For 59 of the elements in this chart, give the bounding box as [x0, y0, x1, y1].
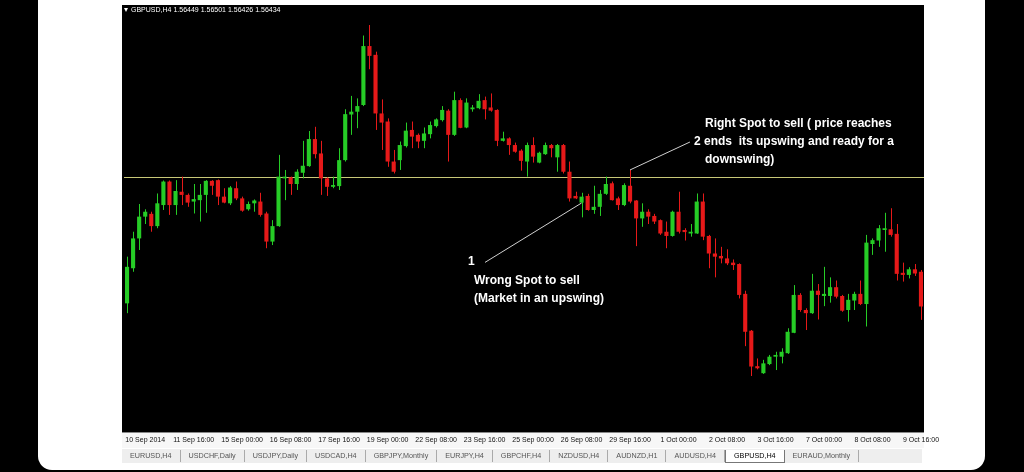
- candlestick: [300, 140, 305, 179]
- candlestick: [803, 307, 808, 331]
- candlestick: [173, 179, 178, 216]
- candlestick: [161, 179, 166, 211]
- candlestick: [403, 122, 408, 148]
- candlestick: [409, 121, 414, 149]
- candlestick: [634, 199, 639, 247]
- candlestick: [785, 327, 790, 355]
- candlestick: [203, 179, 208, 214]
- candlestick: [324, 176, 330, 197]
- candlestick: [270, 219, 275, 246]
- candlestick: [664, 221, 669, 249]
- candlestick: [149, 211, 154, 233]
- candlestick: [712, 237, 717, 278]
- candlestick: [191, 183, 196, 214]
- candlestick: [706, 234, 711, 269]
- candlestick: [518, 148, 524, 172]
- candlestick: [815, 283, 820, 320]
- candlestick: [391, 149, 396, 174]
- candlestick: [179, 176, 184, 206]
- candlestick: [621, 182, 627, 207]
- candlestick: [773, 351, 778, 371]
- candlestick: [531, 136, 536, 164]
- annotation: 1 Wrong Spot to sell (Market in an upswing): [468, 254, 605, 305]
- candlestick: [258, 192, 263, 218]
- candlestick: [294, 168, 299, 191]
- candlestick: [797, 292, 802, 313]
- candlestick: [397, 141, 402, 171]
- candlestick: [676, 191, 681, 234]
- candlestick: [234, 181, 239, 201]
- candlestick: [155, 192, 160, 229]
- candlestick: [355, 97, 360, 129]
- candlestick: [228, 185, 233, 206]
- candlestick: [421, 126, 427, 149]
- candlestick: [379, 98, 384, 151]
- annotation: Right Spot to sell ( price reaches 2 ends its upswing and ready for a downswing): [694, 116, 895, 166]
- candlestick: [846, 293, 851, 323]
- candlestick: [312, 126, 317, 159]
- candlestick: [137, 203, 142, 251]
- candlestick: [167, 179, 172, 216]
- candlestick: [603, 176, 608, 196]
- candlestick: [591, 185, 596, 215]
- candlestick: [888, 207, 893, 238]
- candlestick: [852, 291, 857, 311]
- candlestick: [215, 178, 220, 206]
- candlestick: [882, 212, 887, 253]
- candlestick: [524, 142, 530, 178]
- candlestick: [482, 96, 487, 120]
- candlestick: [555, 143, 560, 173]
- candlestick: [609, 181, 614, 201]
- candlestick: [349, 95, 354, 136]
- candlestick: [197, 183, 202, 223]
- candlestick: [858, 280, 863, 306]
- candlestick: [628, 169, 633, 204]
- candlestick: [597, 189, 602, 217]
- candlestick: [828, 276, 833, 304]
- candlestick: [579, 192, 584, 218]
- candlestick: [809, 273, 814, 315]
- candlestick: [488, 92, 493, 113]
